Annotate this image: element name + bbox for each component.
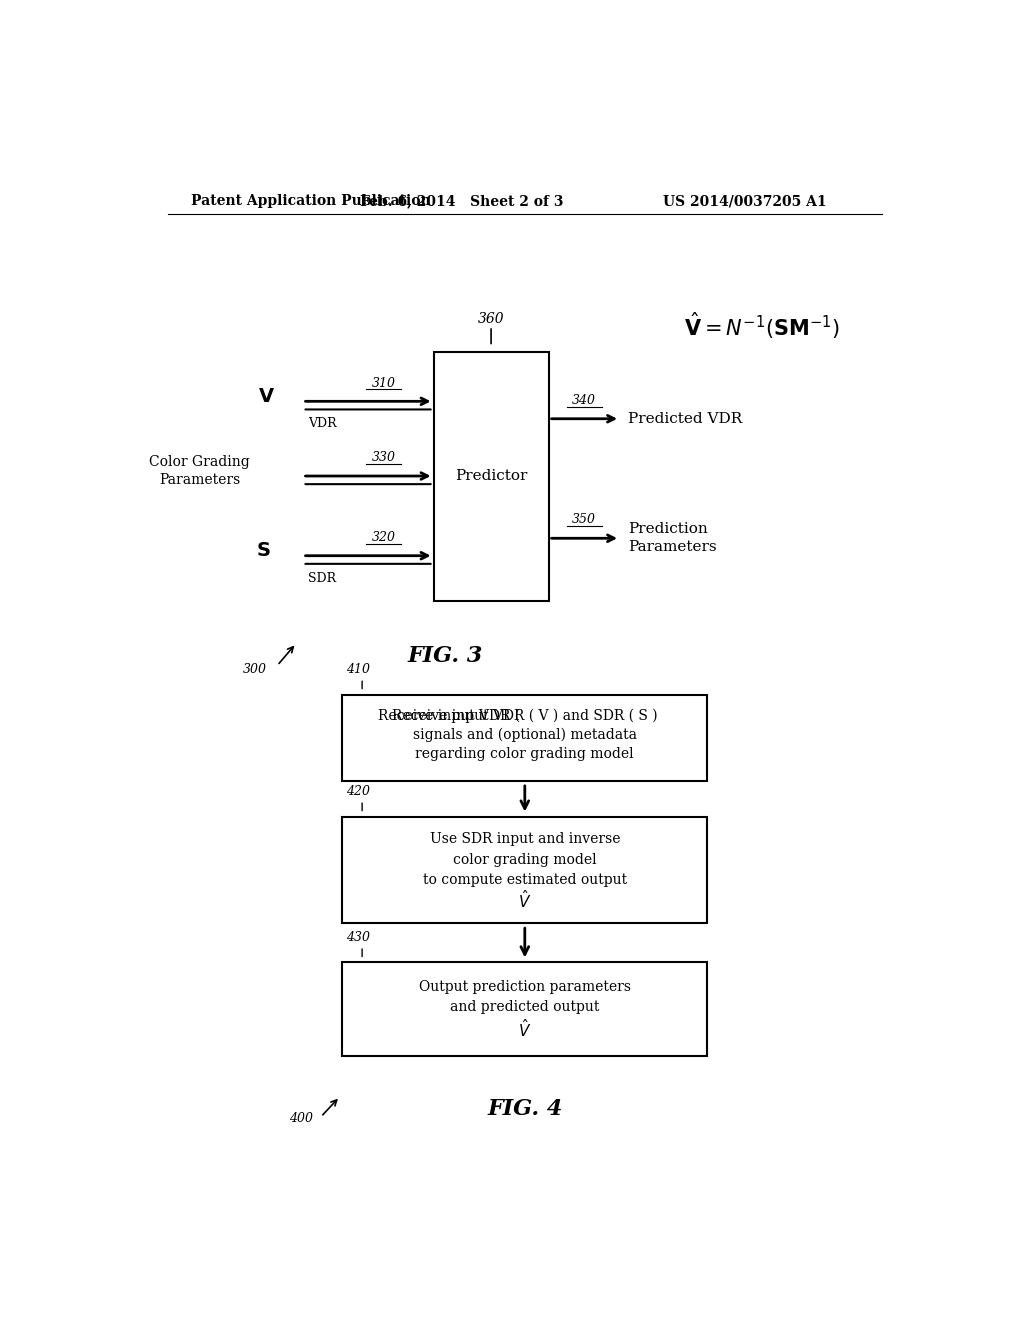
Text: $\hat{\mathbf{V}} = N^{-1}(\mathbf{SM}^{-1})$: $\hat{\mathbf{V}} = N^{-1}(\mathbf{SM}^{… bbox=[684, 310, 840, 342]
Text: 400: 400 bbox=[289, 1113, 313, 1126]
Text: and predicted output: and predicted output bbox=[451, 1001, 599, 1014]
Text: FIG. 3: FIG. 3 bbox=[408, 645, 483, 668]
Text: Predictor: Predictor bbox=[455, 469, 527, 483]
Text: 360: 360 bbox=[478, 312, 505, 326]
FancyBboxPatch shape bbox=[342, 962, 708, 1056]
Text: $\hat{V}$: $\hat{V}$ bbox=[518, 1019, 531, 1040]
Text: US 2014/0037205 A1: US 2014/0037205 A1 bbox=[663, 194, 826, 209]
Text: 430: 430 bbox=[346, 931, 371, 944]
Text: 340: 340 bbox=[572, 393, 596, 407]
Text: Feb. 6, 2014   Sheet 2 of 3: Feb. 6, 2014 Sheet 2 of 3 bbox=[359, 194, 563, 209]
FancyBboxPatch shape bbox=[433, 351, 549, 601]
Text: $\mathbf{V}$: $\mathbf{V}$ bbox=[258, 387, 274, 405]
Text: signals and (optional) metadata: signals and (optional) metadata bbox=[413, 727, 637, 742]
FancyBboxPatch shape bbox=[342, 817, 708, 923]
Text: 300: 300 bbox=[243, 663, 267, 676]
Text: $\mathbf{S}$: $\mathbf{S}$ bbox=[256, 541, 270, 560]
Text: 420: 420 bbox=[346, 785, 371, 799]
Text: 320: 320 bbox=[372, 531, 396, 544]
FancyBboxPatch shape bbox=[342, 694, 708, 781]
Text: VDR: VDR bbox=[308, 417, 337, 430]
Text: color grading model: color grading model bbox=[453, 853, 597, 867]
Text: regarding color grading model: regarding color grading model bbox=[416, 747, 634, 762]
Text: FIG. 4: FIG. 4 bbox=[487, 1098, 562, 1119]
Text: 330: 330 bbox=[372, 451, 396, 465]
Text: Predicted VDR: Predicted VDR bbox=[628, 412, 742, 426]
Text: Output prediction parameters: Output prediction parameters bbox=[419, 979, 631, 994]
Text: to compute estimated output: to compute estimated output bbox=[423, 873, 627, 887]
Text: Receive input VDR ( V ) and SDR ( S ): Receive input VDR ( V ) and SDR ( S ) bbox=[392, 709, 657, 722]
Text: Color Grading
Parameters: Color Grading Parameters bbox=[150, 455, 250, 487]
Text: Receive input VDR (: Receive input VDR ( bbox=[378, 709, 524, 722]
Text: 350: 350 bbox=[572, 513, 596, 527]
Text: $\hat{V}$: $\hat{V}$ bbox=[518, 890, 531, 911]
Text: 310: 310 bbox=[372, 376, 396, 389]
Text: Patent Application Publication: Patent Application Publication bbox=[191, 194, 431, 209]
Text: 410: 410 bbox=[346, 663, 371, 676]
Text: Use SDR input and inverse: Use SDR input and inverse bbox=[429, 833, 621, 846]
Text: Prediction
Parameters: Prediction Parameters bbox=[628, 523, 717, 554]
Text: SDR: SDR bbox=[308, 572, 337, 585]
